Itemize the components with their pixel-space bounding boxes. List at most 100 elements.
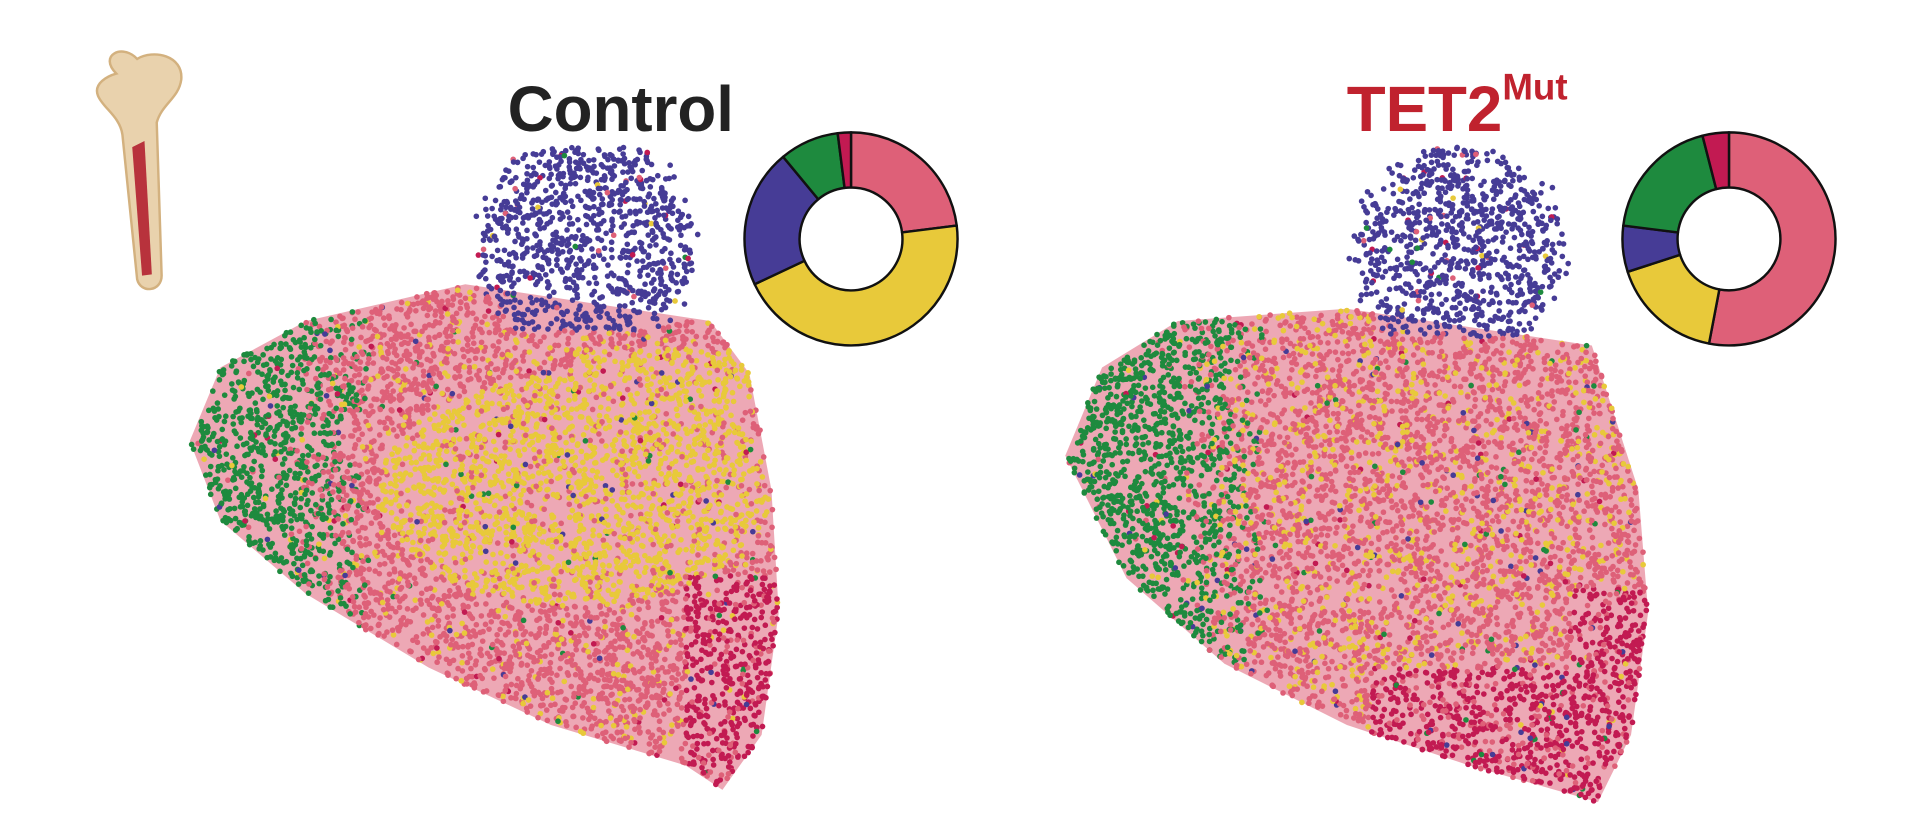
cell-dot [473,316,480,322]
cell-dot [698,517,705,523]
cell-dot [450,296,457,303]
cell-dot [419,571,426,577]
cell-dot [623,254,629,261]
cell-dot [580,715,586,721]
cell-dot [714,778,720,785]
cell-dot [244,502,251,509]
cell-dot [710,756,716,763]
cell-dot [587,437,594,444]
cell-dot [544,493,551,500]
cell-dot [744,592,750,598]
cell-dot [657,592,664,598]
cell-dot [307,344,314,351]
cell-dot [684,567,691,573]
cell-dot [316,323,323,330]
cell-dot [219,426,226,433]
cell-dot [614,564,620,571]
cell-dot [477,463,484,470]
cell-dot [339,529,346,536]
cell-dot [341,401,348,408]
cell-dot [374,590,380,596]
cell-dot [549,600,556,606]
cell-dot [682,595,689,602]
cell-dot [468,444,475,450]
cell-dot [512,185,518,192]
cell-dot [391,445,398,451]
cell-dot [518,373,525,380]
cell-dot [368,520,375,527]
cell-dot [233,409,239,415]
cell-dot [479,389,486,395]
cell-dot [702,721,708,727]
cell-dot [672,639,679,645]
cell-dot [689,656,696,662]
cell-dot [712,628,718,635]
cell-dot [407,454,413,461]
cell-dot [585,625,592,631]
cell-dot [527,488,534,495]
cell-dot [608,285,615,292]
cell-dot [358,552,365,559]
cell-dot [587,317,594,324]
cell-dot [515,448,522,454]
cell-dot [579,563,586,570]
cell-dot [565,478,572,485]
cell-dot [596,532,603,539]
cell-dot [384,629,390,635]
cell-dot [582,474,589,481]
cell-dot [516,645,523,651]
cell-dot [497,626,503,633]
cell-dot [746,652,753,659]
cell-dot [399,530,406,537]
cell-dot [572,180,579,187]
cell-dot [480,246,487,253]
cell-dot [344,505,351,512]
cell-dot [552,189,559,196]
cell-dot [278,505,284,511]
cell-dot [688,676,694,682]
cell-dot [637,410,643,416]
cell-dot [648,400,655,407]
cell-dot [312,336,318,343]
cell-dot [603,230,609,237]
cell-dot [560,617,566,624]
cell-dot [625,169,631,175]
cell-dot [347,611,354,617]
cell-dot [307,568,314,575]
cell-dot [616,275,622,282]
cell-dot [315,456,321,463]
cell-dot [333,327,340,334]
cell-dot [479,319,485,325]
cell-dot [415,381,421,387]
cell-dot [433,576,439,582]
cell-dot [669,722,675,728]
cell-dot [627,663,634,669]
cell-dot [740,444,747,450]
cell-dot [537,653,544,660]
cell-dot [492,521,498,528]
cell-dot [572,671,579,678]
cell-dot [382,507,388,513]
cell-dot [328,385,335,392]
cell-dot [648,485,655,492]
cell-dot [569,704,576,711]
cell-dot [447,508,453,515]
cell-dot [657,379,664,385]
cell-dot [306,444,313,451]
cell-dot [615,542,621,548]
cell-dot [677,636,684,643]
cell-dot [489,494,496,500]
cell-dot [374,310,380,317]
cell-dot [628,175,635,182]
cell-dot [255,414,261,421]
cell-dot [299,512,306,518]
cell-dot [635,630,642,636]
cell-dot [646,352,653,359]
cell-dot [566,248,573,255]
cell-dot [206,437,212,443]
cell-dot [216,368,223,375]
cell-dot [519,353,526,359]
cell-dot [453,319,459,326]
cell-dot [750,657,756,664]
cell-dot [596,313,602,320]
